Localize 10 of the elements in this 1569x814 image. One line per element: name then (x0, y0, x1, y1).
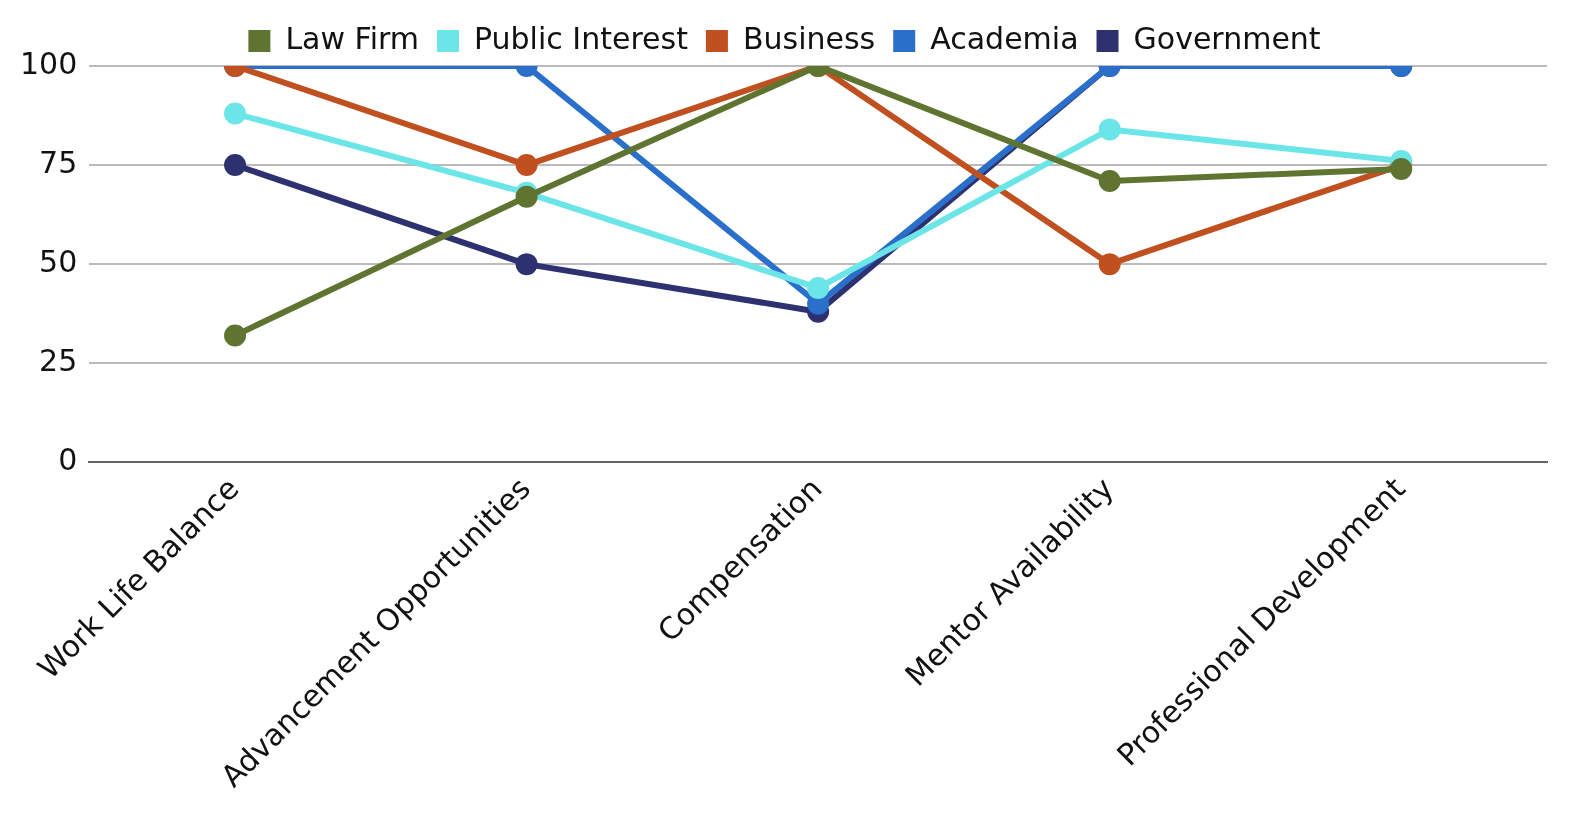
legend-label: Government (1133, 20, 1321, 56)
y-tick-label: 0 (58, 442, 78, 478)
y-tick-label: 100 (20, 45, 78, 81)
legend-label: Law Firm (285, 20, 419, 56)
legend-label: Business (742, 20, 876, 56)
legend-label: Academia (930, 20, 1079, 56)
legend-label: Public Interest (473, 20, 689, 56)
y-tick-label: 50 (39, 243, 78, 279)
y-tick-label: 25 (39, 343, 78, 378)
y-tick-label: 75 (39, 144, 78, 180)
